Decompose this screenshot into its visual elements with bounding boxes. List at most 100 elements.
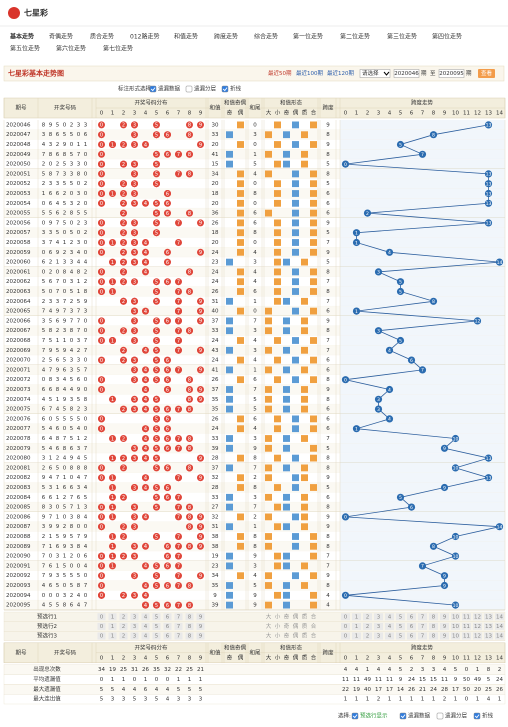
preselect-axis[interactable]: 2: [366, 614, 370, 620]
preselect-axis[interactable]: 9: [443, 614, 447, 620]
preselect-cell[interactable]: [407, 632, 416, 640]
preselect-axis[interactable]: 3: [377, 614, 381, 620]
preselect-shape[interactable]: 质: [302, 632, 308, 640]
footer-checkbox[interactable]: [473, 712, 481, 720]
preselect-cell[interactable]: [163, 613, 172, 621]
preselect-axis[interactable]: 4: [388, 624, 392, 630]
preselect-digit[interactable]: 5: [155, 634, 159, 640]
preselect-axis[interactable]: 14: [496, 634, 503, 640]
preselect-axis[interactable]: 3: [377, 634, 381, 640]
range-link[interactable]: 最近120期: [327, 69, 354, 77]
view-button-text[interactable]: 查看: [481, 69, 493, 77]
preselect-axis[interactable]: 4: [388, 634, 392, 640]
preselect-digit[interactable]: 9: [199, 624, 203, 630]
preselect-digit[interactable]: 7: [177, 614, 181, 620]
preselect-axis[interactable]: 12: [474, 624, 481, 630]
preselect-digit[interactable]: 9: [199, 614, 203, 620]
range-link[interactable]: 最近50期: [268, 69, 292, 77]
option-text[interactable]: 折线: [230, 85, 242, 93]
preselect-cell[interactable]: [429, 622, 438, 630]
preselect-cell[interactable]: [341, 622, 350, 630]
preselect-digit[interactable]: 9: [199, 634, 203, 640]
preselect-digit[interactable]: 3: [133, 614, 137, 620]
preselect-axis[interactable]: 1: [355, 634, 359, 640]
preselect-cell[interactable]: [495, 632, 504, 640]
preselect-cell[interactable]: [108, 622, 117, 630]
preselect-cell[interactable]: [484, 632, 493, 640]
preselect-axis[interactable]: 5: [399, 614, 403, 620]
nav-tab[interactable]: 质合走势: [90, 33, 114, 41]
preselect-digit[interactable]: 5: [155, 614, 159, 620]
preselect-digit[interactable]: 1: [111, 624, 115, 630]
nav-tab[interactable]: 基本走势: [9, 33, 34, 41]
preselect-axis[interactable]: 14: [496, 614, 503, 620]
preselect-digit[interactable]: 6: [166, 634, 170, 640]
preselect-axis[interactable]: 8: [432, 614, 436, 620]
preselect-cell[interactable]: [130, 622, 139, 630]
preselect-axis[interactable]: 6: [410, 624, 414, 630]
preselect-axis[interactable]: 12: [474, 634, 481, 640]
preselect-cell[interactable]: [473, 632, 482, 640]
preselect-axis[interactable]: 5: [399, 624, 403, 630]
option-text[interactable]: 遗漏数据: [158, 85, 181, 93]
preselect-digit[interactable]: 2: [122, 614, 126, 620]
preselect-cell[interactable]: [484, 613, 493, 621]
preselect-axis[interactable]: 1: [355, 614, 359, 620]
nav-tab[interactable]: 第一位走势: [293, 33, 323, 41]
preselect-cell[interactable]: [119, 632, 128, 640]
preselect-cell[interactable]: [174, 613, 183, 621]
nav-tab[interactable]: 综合走势: [254, 33, 278, 41]
preselect-digit[interactable]: 2: [122, 634, 126, 640]
preselect-axis[interactable]: 3: [377, 624, 381, 630]
preselect-shape[interactable]: 偶: [293, 632, 299, 640]
nav-tab[interactable]: 第七位走势: [103, 45, 133, 53]
preselect-cell[interactable]: [108, 613, 117, 621]
nav-tab[interactable]: 第六位走势: [56, 45, 86, 53]
preselect-digit[interactable]: 8: [188, 614, 192, 620]
preselect-digit[interactable]: 1: [111, 634, 115, 640]
preselect-cell[interactable]: [152, 613, 161, 621]
nav-tab[interactable]: 奇偶走势: [49, 33, 73, 41]
preselect-cell[interactable]: [352, 632, 361, 640]
preselect-digit[interactable]: 7: [177, 634, 181, 640]
preselect-shape[interactable]: 质: [302, 622, 308, 630]
nav-tab[interactable]: 第二位走势: [340, 33, 370, 41]
preselect-cell[interactable]: [462, 613, 471, 621]
nav-tab[interactable]: 和值走势: [174, 33, 198, 41]
preselect-digit[interactable]: 4: [144, 634, 148, 640]
preselect-cell[interactable]: [196, 613, 205, 621]
preselect-cell[interactable]: [407, 622, 416, 630]
preselect-digit[interactable]: 7: [177, 624, 181, 630]
preselect-cell[interactable]: [341, 632, 350, 640]
preselect-shape[interactable]: 质: [302, 612, 308, 620]
preselect-cell[interactable]: [119, 613, 128, 621]
footer-checkbox[interactable]: [351, 712, 359, 720]
preselect-axis[interactable]: 9: [443, 634, 447, 640]
preselect-cell[interactable]: [418, 613, 427, 621]
preselect-cell[interactable]: [141, 632, 150, 640]
preselect-cell[interactable]: [185, 622, 194, 630]
preselect-cell[interactable]: [130, 632, 139, 640]
preselect-cell[interactable]: [385, 622, 394, 630]
preselect-cell[interactable]: [495, 622, 504, 630]
preselect-cell[interactable]: [374, 613, 383, 621]
preselect-digit[interactable]: 1: [111, 614, 115, 620]
preselect-cell[interactable]: [174, 622, 183, 630]
preselect-cell[interactable]: [440, 632, 449, 640]
preselect-digit[interactable]: 0: [100, 624, 104, 630]
preselect-cell[interactable]: [163, 632, 172, 640]
preselect-cell[interactable]: [462, 632, 471, 640]
footer-option[interactable]: 遗漏分层: [445, 712, 468, 720]
preselect-cell[interactable]: [495, 613, 504, 621]
preselect-cell[interactable]: [152, 622, 161, 630]
preselect-axis[interactable]: 10: [452, 614, 459, 620]
preselect-axis[interactable]: 7: [421, 634, 425, 640]
preselect-digit[interactable]: 2: [122, 624, 126, 630]
from-input[interactable]: [393, 69, 420, 78]
preselect-cell[interactable]: [363, 632, 372, 640]
preselect-shape[interactable]: 合: [311, 622, 317, 630]
preselect-axis[interactable]: 1: [355, 624, 359, 630]
preselect-cell[interactable]: [174, 632, 183, 640]
preselect-shape[interactable]: 大: [266, 612, 272, 620]
footer-checkbox[interactable]: [399, 712, 407, 720]
